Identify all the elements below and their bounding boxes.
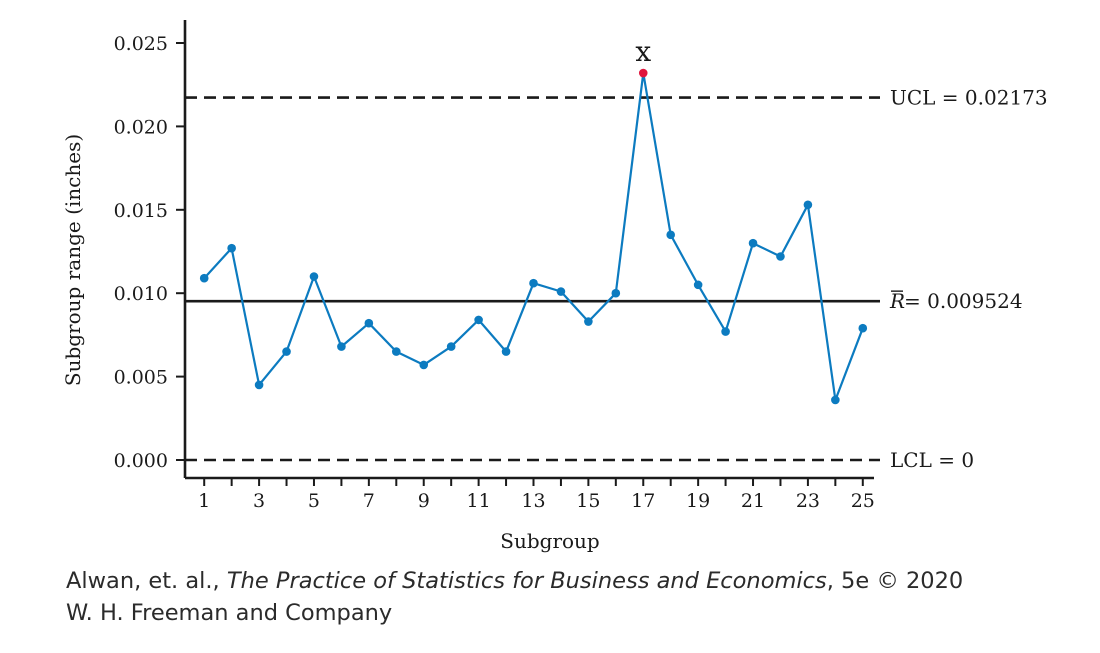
credit-publisher: W. H. Freeman and Company [66,600,393,626]
data-point [666,230,676,240]
data-series [199,68,868,405]
y-axis-title: Subgroup range (inches) [61,134,85,386]
x-tick-label: 21 [741,490,765,512]
data-point [501,347,511,356]
data-point [337,342,346,351]
series-line [203,71,864,402]
x-axis-title: Subgroup [500,529,599,553]
x-tick-label: 17 [631,490,655,512]
data-point [611,288,621,298]
figure-credit: Alwan, et. al., The Practice of Statisti… [66,565,1076,629]
data-point [803,200,813,210]
data-point [831,395,840,405]
x-tick-label: 3 [253,490,265,512]
data-point [391,347,401,356]
data-point [199,273,209,283]
data-point [254,380,264,390]
data-point [556,287,566,296]
y-tick-label: 0.015 [114,200,168,222]
credit-book-title: The Practice of Statistics for Business … [226,568,827,594]
data-point [364,318,374,328]
out-of-control-marker: x [635,35,651,68]
data-point [529,278,538,288]
credit-edition: , 5e © 2020 [826,568,964,594]
x-tick-label: 15 [576,490,600,512]
y-tick-label: 0.005 [114,367,168,389]
data-point [693,280,703,290]
x-tick-label: 23 [796,490,820,512]
data-point [584,317,593,326]
ucl-label: UCL = 0.02173 [890,86,1048,110]
lcl-label: LCL = 0 [890,448,974,472]
y-tick-label: 0.020 [114,116,168,138]
credit-line-1: Alwan, et. al., The Practice of Statisti… [66,565,1076,597]
data-point [227,243,236,253]
x-tick-label: 9 [418,490,430,512]
out-of-control-point [638,68,648,78]
data-point [282,347,291,356]
credit-authors: Alwan, et. al., [66,568,227,594]
x-tick-label: 25 [851,490,875,512]
x-tick-label: 11 [467,490,491,512]
y-tick-label: 0.025 [114,33,168,55]
data-point [721,327,730,336]
x-tick-label: 5 [308,490,320,512]
data-point [858,323,868,333]
chart-labels: UCL = 0.02173 R = 0.009524 LCL = 0 0.000 0.0… [61,33,1048,553]
data-point [309,272,319,281]
x-tick-label: 13 [521,490,545,512]
center-line-symbol: R [889,289,905,313]
reference-lines [185,96,880,462]
control-chart: UCL = 0.02173 R = 0.009524 LCL = 0 0.000 0.0… [61,20,1048,553]
y-tick-label: 0.000 [114,450,168,472]
axes [176,20,874,486]
data-point [776,252,785,261]
data-point [419,360,429,370]
x-tick-label: 19 [686,490,710,512]
y-tick-label: 0.010 [114,283,168,305]
x-tick-label: 7 [363,490,375,512]
data-point [748,238,758,248]
data-point [446,342,456,351]
data-point [474,315,483,325]
center-line-label: = 0.009524 [904,289,1023,313]
x-tick-label: 1 [198,490,210,512]
